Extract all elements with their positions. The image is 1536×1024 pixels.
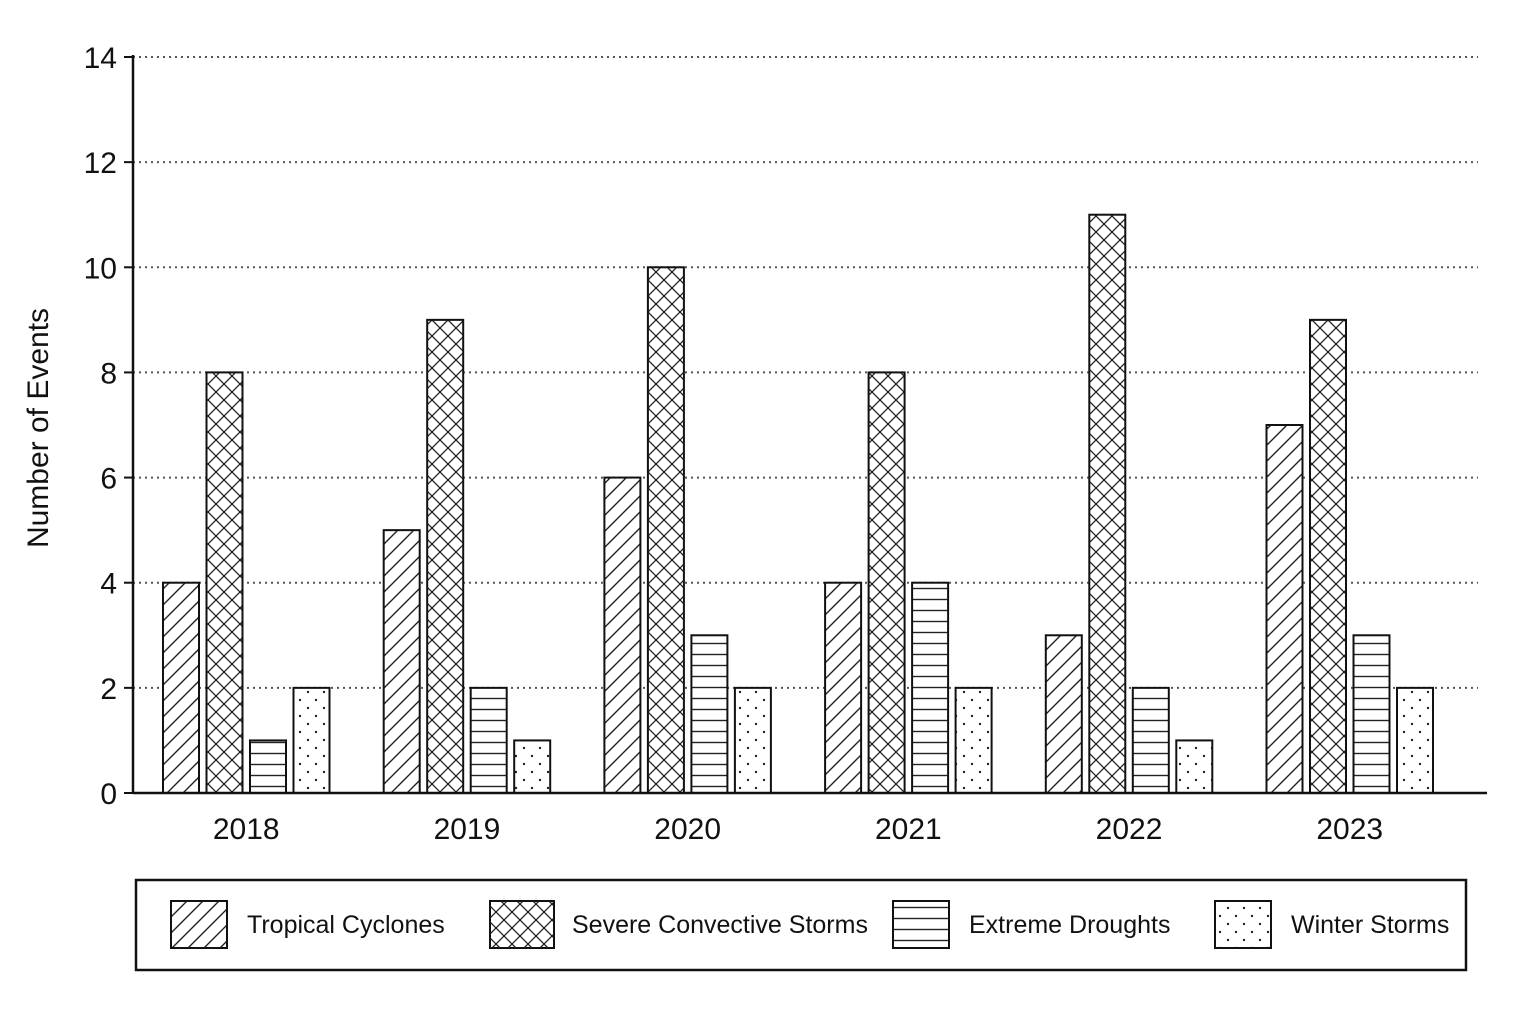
bar-dots-2020	[733, 686, 772, 794]
y-tick-label-12: 12	[84, 147, 117, 180]
legend-swatch-dots	[1214, 900, 1272, 949]
bar-horizontal-lines-2020	[690, 634, 729, 794]
bar-diagonal-hatch-2022	[1044, 634, 1083, 794]
bar-dots-2019	[513, 739, 552, 795]
legend: Tropical Cyclones Severe Convective Storm…	[134, 878, 1468, 972]
x-tick-label-2023: 2023	[1316, 813, 1383, 846]
bar-dots-2021	[954, 686, 993, 794]
bar-diagonal-hatch-2018	[162, 581, 200, 795]
bar-dots-2023	[1396, 686, 1434, 794]
x-tick-label-2018: 2018	[213, 813, 280, 846]
legend-label-cross-hatch: Severe Convective Storms	[572, 911, 868, 939]
legend-label-diagonal-hatch: Tropical Cyclones	[247, 911, 445, 939]
bar-cross-hatch-2021	[867, 371, 906, 794]
x-tick-label-2019: 2019	[434, 813, 501, 846]
axes	[124, 55, 1487, 795]
bar-dots-2018	[292, 686, 331, 794]
bar-horizontal-lines-2021	[911, 581, 950, 795]
bar-diagonal-hatch-2020	[603, 476, 642, 794]
bar-dots-2022	[1175, 739, 1214, 795]
x-tick-label-2021: 2021	[875, 813, 942, 846]
x-tick-label-2022: 2022	[1096, 813, 1163, 846]
y-tick-label-8: 8	[100, 357, 117, 390]
bar-diagonal-hatch-2023	[1265, 424, 1304, 794]
gridlines	[133, 56, 1478, 689]
legend-swatch-diagonal-hatch	[170, 900, 228, 949]
legend-label-horizontal-lines: Extreme Droughts	[969, 911, 1170, 939]
bar-cross-hatch-2018	[205, 371, 244, 794]
bar-cross-hatch-2022	[1088, 213, 1127, 794]
bar-diagonal-hatch-2019	[382, 529, 421, 795]
legend-swatch-horizontal-lines	[892, 900, 950, 949]
bar-diagonal-hatch-2021	[824, 581, 863, 795]
y-axis-title: Number of Events	[22, 308, 55, 548]
y-tick-label-6: 6	[100, 463, 117, 496]
y-tick-label-0: 0	[100, 778, 117, 811]
bars	[162, 213, 1434, 795]
bar-horizontal-lines-2023	[1352, 634, 1391, 794]
y-tick-label-10: 10	[84, 252, 117, 285]
bar-horizontal-lines-2019	[469, 686, 508, 794]
y-tick-label-2: 2	[100, 673, 117, 706]
legend-label-dots: Winter Storms	[1291, 911, 1449, 939]
bar-cross-hatch-2020	[646, 266, 685, 794]
y-tick-label-4: 4	[100, 568, 117, 601]
legend-swatch-cross-hatch	[489, 900, 555, 949]
x-tick-label-2020: 2020	[654, 813, 721, 846]
tick-labels: 0 2 4 6 8 10 12 14 2018 2019 2020 2021 2022 2023	[84, 42, 1384, 846]
y-tick-label-14: 14	[84, 42, 117, 75]
bar-cross-hatch-2023	[1309, 318, 1347, 794]
bar-horizontal-lines-2018	[249, 739, 287, 795]
bar-cross-hatch-2019	[426, 318, 465, 794]
bar-horizontal-lines-2022	[1131, 686, 1170, 794]
